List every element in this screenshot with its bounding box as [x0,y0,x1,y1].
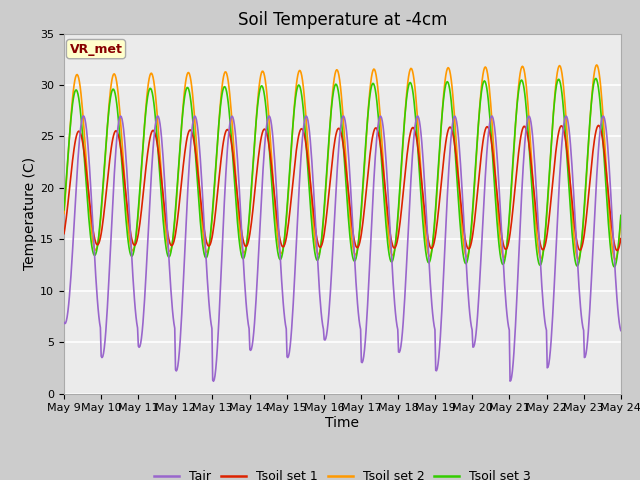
Title: Soil Temperature at -4cm: Soil Temperature at -4cm [237,11,447,29]
Legend: Tair, Tsoil set 1, Tsoil set 2, Tsoil set 3: Tair, Tsoil set 1, Tsoil set 2, Tsoil se… [148,465,536,480]
Text: VR_met: VR_met [70,43,122,56]
Y-axis label: Temperature (C): Temperature (C) [24,157,37,270]
X-axis label: Time: Time [325,416,360,430]
